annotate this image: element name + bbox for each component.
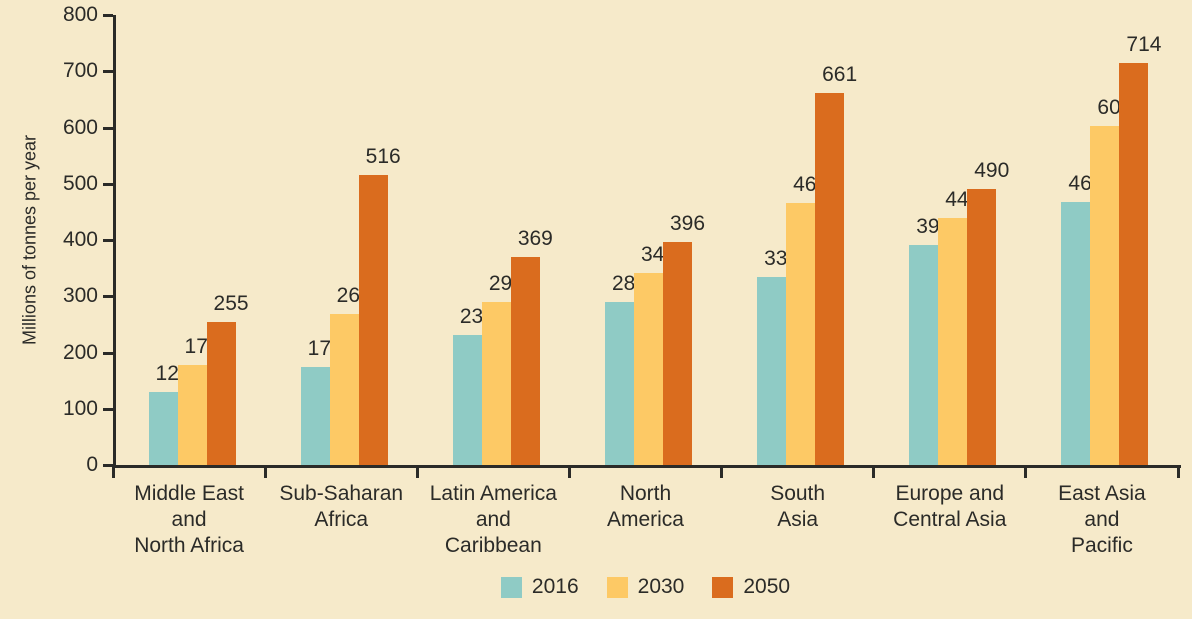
legend-label: 2030 [637,575,685,598]
y-axis-tick-label: 800 [62,3,98,26]
y-axis-tick [103,239,113,242]
bar-2050-3 [510,257,540,465]
y-axis-tick [103,126,113,130]
value-label: 490 [974,159,1010,183]
y-axis-tick-label: 0 [86,453,98,476]
legend-label: 2016 [531,575,579,598]
x-axis-tick [872,465,876,478]
legend-label: 2050 [743,575,791,598]
legend-item-2030: 2030 [606,575,685,599]
bar-2030-7 [1090,126,1120,465]
plot-area: 129 177 255 174 269 516 231 290 369 289 342 396 334 4… [113,15,1181,468]
legend-swatch-icon [712,576,734,598]
bar-2030-2 [329,313,359,465]
bar-2050-6 [967,189,997,465]
y-axis-tick-label: 200 [62,340,98,364]
y-axis-tick [103,182,113,186]
x-axis-tick [111,465,115,478]
category-label: Sub-Saharan Africa [279,482,404,531]
y-axis-tick-label: 500 [62,171,98,195]
value-label: 714 [1126,33,1162,57]
legend-swatch-icon [606,576,628,598]
y-axis-tick [103,351,113,355]
bar-2016-6 [909,244,939,465]
y-axis-tick [103,14,113,17]
legend-swatch-icon [500,576,522,598]
category-label: North America [606,482,684,531]
bar-2050-2 [358,174,388,465]
bar-2030-1 [177,365,207,465]
bar-2050-7 [1119,63,1149,465]
x-axis-tick [720,465,724,478]
category-label: Latin America and Caribbean [429,482,557,557]
y-axis-tick [103,464,113,467]
bar-2030-5 [786,202,816,465]
bar-2016-5 [757,277,787,465]
x-axis-tick [1176,465,1180,478]
value-label: 661 [822,63,858,87]
bar-2016-4 [605,302,634,465]
legend-item-2050: 2050 [712,575,790,599]
bar-2016-3 [452,335,482,465]
bar-2050-5 [815,93,845,465]
y-axis-tick [103,407,113,411]
bar-2030-4 [634,272,663,465]
bar-2030-6 [938,217,968,465]
value-label: 396 [669,212,706,236]
y-axis-tick [103,295,113,299]
x-axis-tick [1024,465,1028,478]
value-label: 516 [365,144,401,168]
y-axis-tick-label: 100 [62,396,98,420]
y-axis-tick-label: 700 [62,59,98,83]
y-axis-tick-label: 400 [62,228,98,251]
x-axis-tick [415,465,419,478]
bar-2030-3 [481,301,511,465]
bar-2016-1 [148,392,178,465]
legend-item-2016: 2016 [500,575,579,599]
category-label: Europe and Central Asia [893,482,1007,531]
y-axis-tick [103,70,113,74]
x-axis-tick [263,465,267,478]
x-axis-tick [567,465,571,478]
y-axis-tick-label: 600 [62,115,98,139]
bar-2016-2 [300,367,330,465]
value-label: 255 [213,291,249,315]
bar-2050-1 [206,321,236,465]
legend: 2016 2030 2050 [113,575,1178,599]
category-label: Middle East and North Africa [134,482,244,557]
bar-2016-7 [1061,201,1091,465]
value-label: 369 [517,227,553,251]
category-label: East Asia and Pacific [1058,482,1146,557]
category-label: South Asia [770,482,826,531]
bar-2050-4 [663,242,692,465]
y-axis-tick-label: 300 [62,284,98,308]
